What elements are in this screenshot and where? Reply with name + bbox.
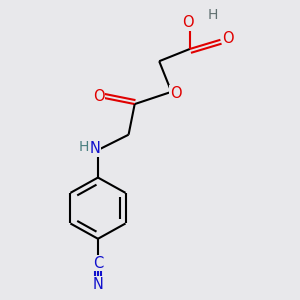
Text: O: O (93, 89, 104, 104)
Text: N: N (89, 141, 100, 156)
Text: H: H (79, 140, 89, 154)
Text: H: H (208, 8, 218, 22)
Text: N: N (92, 277, 104, 292)
Text: C: C (93, 256, 103, 271)
Text: O: O (222, 31, 234, 46)
Text: O: O (182, 16, 194, 31)
Text: O: O (170, 86, 182, 101)
Text: H: H (209, 8, 220, 22)
